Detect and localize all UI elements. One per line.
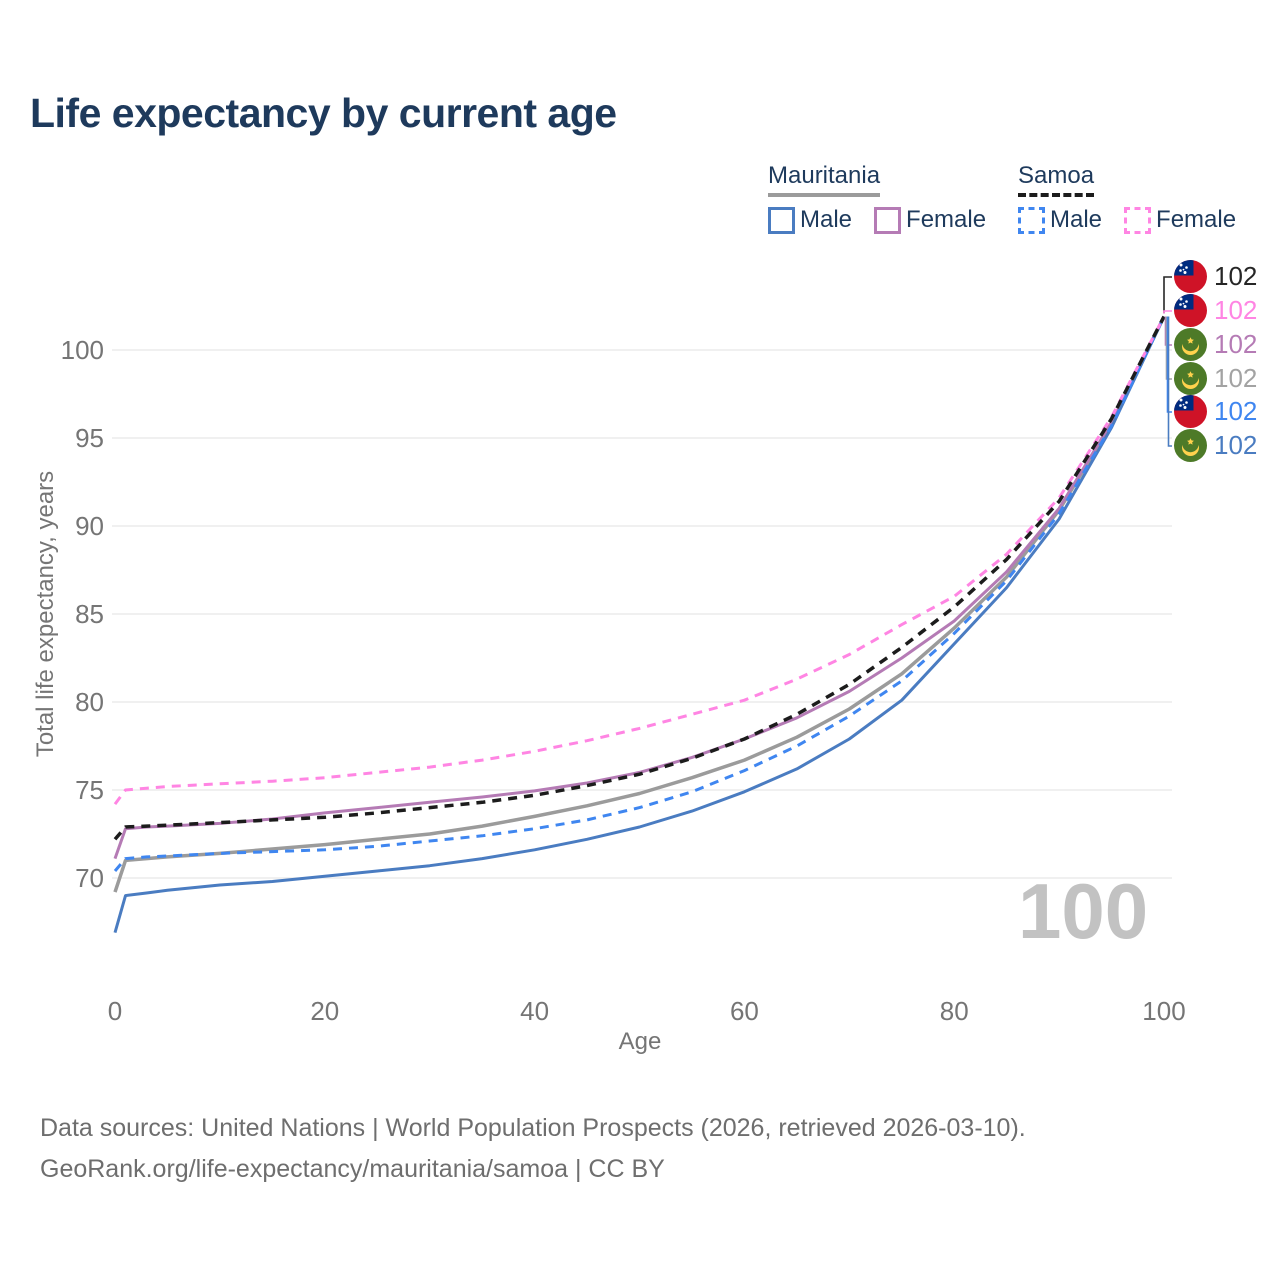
- legend-header-samoa[interactable]: Samoa: [1018, 162, 1095, 197]
- end-label-row-samoa-both: 102: [1174, 260, 1257, 293]
- legend-item-samoa-male[interactable]: Male: [1018, 206, 1102, 234]
- page-title: Life expectancy by current age: [30, 90, 617, 136]
- series-line-samoa-male[interactable]: [113, 315, 1166, 872]
- end-label-row-samoa-female: 102: [1174, 294, 1257, 327]
- end-label-connector: [1165, 316, 1172, 380]
- end-label-connector: [1163, 276, 1172, 314]
- end-label-connector: [1164, 316, 1172, 346]
- mauritania-flag-icon: [1174, 328, 1207, 361]
- y-axis-title: Total life expectancy, years: [32, 470, 59, 758]
- samoa-female-swatch-icon: [1124, 206, 1152, 234]
- attribution-line: GeoRank.org/life-expectancy/mauritania/s…: [40, 1155, 665, 1183]
- y-tick-label: 100: [61, 335, 104, 365]
- y-tick-label: 85: [75, 599, 104, 629]
- legend-item-samoa-female[interactable]: Female: [1124, 206, 1236, 234]
- legend-group-mauritania: Mauritania Male Female: [768, 162, 986, 234]
- x-tick-label: 0: [108, 996, 122, 1026]
- end-label-value: 102: [1214, 396, 1258, 426]
- end-label-row-mauritania-both: 102: [1174, 362, 1257, 395]
- end-label-row-mauritania-male: 102: [1174, 429, 1257, 462]
- legend-label: Female: [906, 206, 987, 233]
- mauritania-flag-icon: [1174, 429, 1207, 462]
- data-source-line: Data sources: United Nations | World Pop…: [40, 1114, 1026, 1142]
- legend-label: Female: [1156, 206, 1237, 233]
- end-label-connector: [1166, 316, 1172, 413]
- x-tick-label: 80: [940, 996, 969, 1026]
- end-label-connector: [1163, 310, 1172, 314]
- mauritania-female-swatch-icon: [874, 206, 902, 234]
- x-tick-label: 100: [1142, 996, 1185, 1026]
- y-tick-label: 80: [75, 687, 104, 717]
- samoa-flag-icon: [1174, 260, 1207, 293]
- legend-item-mauritania-female[interactable]: Female: [874, 206, 986, 234]
- series-line-samoa-both[interactable]: [113, 315, 1166, 841]
- series-line-mauritania-both[interactable]: [113, 315, 1166, 893]
- end-label-value: 102: [1214, 329, 1258, 359]
- x-tick-label: 40: [520, 996, 549, 1026]
- x-tick-label: 20: [310, 996, 339, 1026]
- footer: Data sources: United Nations | World Pop…: [40, 1108, 1026, 1190]
- series-line-samoa-female[interactable]: [113, 315, 1166, 805]
- legend-label: Male: [800, 206, 853, 233]
- end-label-value: 102: [1214, 261, 1258, 291]
- legend-item-mauritania-male[interactable]: Male: [768, 206, 852, 234]
- end-label-row-mauritania-female: 102: [1174, 328, 1257, 361]
- end-label-connector: [1167, 316, 1172, 447]
- age-counter-watermark: 100: [1018, 867, 1149, 955]
- y-tick-label: 70: [75, 863, 104, 893]
- samoa-male-swatch-icon: [1018, 206, 1045, 234]
- samoa-flag-icon: [1174, 294, 1207, 327]
- end-label-value: 102: [1214, 363, 1258, 393]
- y-tick-label: 95: [75, 423, 104, 453]
- legend-group-samoa: Samoa Male Female: [1018, 162, 1236, 234]
- x-tick-label: 60: [730, 996, 759, 1026]
- y-tick-label: 75: [75, 775, 104, 805]
- end-label-value: 102: [1214, 430, 1258, 460]
- series-line-mauritania-male[interactable]: [113, 315, 1166, 934]
- mauritania-male-swatch-icon: [768, 206, 795, 234]
- y-tick-label: 90: [75, 511, 104, 541]
- samoa-flag-icon: [1174, 395, 1207, 428]
- series-line-mauritania-female[interactable]: [113, 315, 1166, 860]
- legend-label: Male: [1050, 206, 1103, 233]
- end-label-row-samoa-male: 102: [1174, 395, 1257, 428]
- x-axis-title: Age: [618, 1028, 662, 1055]
- mauritania-flag-icon: [1174, 362, 1207, 395]
- legend-header-mauritania[interactable]: Mauritania: [768, 162, 881, 197]
- end-label-value: 102: [1214, 295, 1258, 325]
